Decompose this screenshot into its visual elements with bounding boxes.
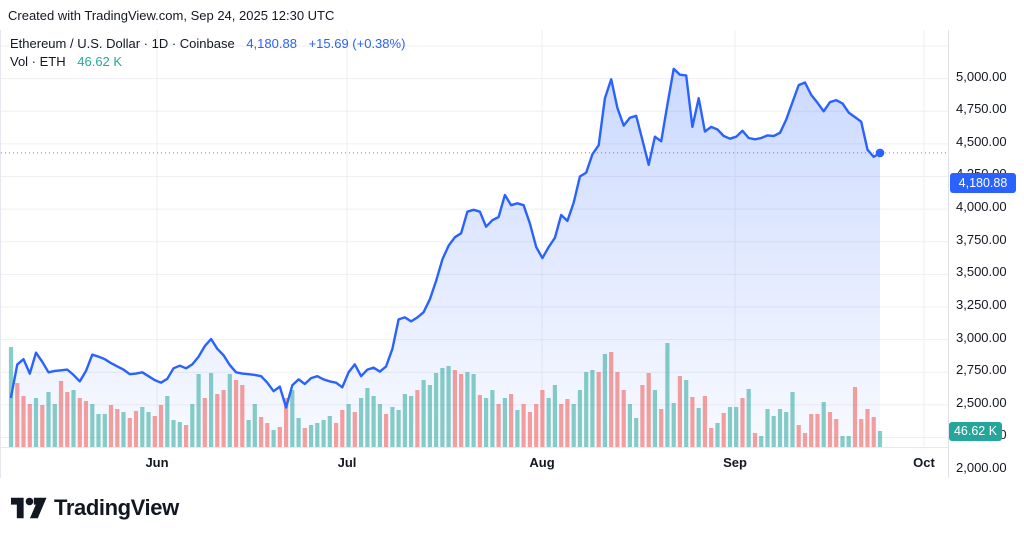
price-axis-label: 3,500.00 bbox=[956, 264, 1007, 280]
price-axis-label: 2,500.00 bbox=[956, 394, 1007, 410]
chart-legend: Ethereum / U.S. Dollar · 1D · Coinbase 4… bbox=[10, 35, 405, 71]
volume-label: Vol · ETH bbox=[10, 54, 66, 69]
footer-logo[interactable]: TradingView bbox=[10, 491, 179, 525]
price-axis-label: 3,750.00 bbox=[956, 231, 1007, 247]
time-axis[interactable]: Jun Jul Aug Sep Oct bbox=[1, 447, 949, 478]
price-axis[interactable]: 5,000.004,750.004,500.004,250.004,000.00… bbox=[948, 30, 1024, 478]
brand-wordmark: TradingView bbox=[54, 495, 179, 520]
volume-value: 46.62 K bbox=[77, 54, 123, 69]
last-price-badge: 4,180.88 bbox=[950, 172, 1016, 193]
area-fill bbox=[11, 68, 880, 448]
last-price-value: 4,180.88 bbox=[246, 36, 297, 51]
price-axis-label: 2,750.00 bbox=[956, 362, 1007, 378]
price-pane[interactable]: Ethereum / U.S. Dollar · 1D · Coinbase 4… bbox=[0, 30, 949, 478]
price-axis-label: 5,000.00 bbox=[956, 68, 1007, 84]
price-axis-label: 4,000.00 bbox=[956, 199, 1007, 214]
price-line bbox=[9, 67, 882, 409]
time-axis-label-jun: Jun bbox=[145, 455, 169, 470]
last-price-marker bbox=[875, 148, 885, 158]
price-axis-label: 4,500.00 bbox=[956, 133, 1007, 149]
tradingview-logo-icon bbox=[10, 497, 47, 518]
price-axis-label: 2,000.00 bbox=[956, 460, 1007, 475]
legend-symbol-row: Ethereum / U.S. Dollar · 1D · Coinbase 4… bbox=[10, 35, 405, 52]
price-chart-plot[interactable] bbox=[1, 30, 949, 478]
price-axis-label: 3,000.00 bbox=[956, 329, 1007, 345]
symbol-title: Ethereum / U.S. Dollar · 1D · Coinbase bbox=[10, 36, 235, 51]
attribution-text: Created with TradingView.com, Sep 24, 20… bbox=[8, 8, 335, 23]
legend-volume-row: Vol · ETH 46.62 K bbox=[10, 53, 405, 70]
price-axis-label: 3,250.00 bbox=[956, 296, 1007, 312]
chart-area: Ethereum / U.S. Dollar · 1D · Coinbase 4… bbox=[0, 30, 1024, 478]
time-axis-label-oct: Oct bbox=[913, 455, 935, 470]
time-axis-label-aug: Aug bbox=[529, 455, 555, 470]
price-change-value: +15.69 (+0.38%) bbox=[308, 36, 406, 51]
price-axis-label: 4,750.00 bbox=[956, 101, 1007, 117]
volume-badge: 46.62 K bbox=[949, 422, 1002, 441]
time-axis-label-jul: Jul bbox=[337, 455, 357, 470]
volume-bars bbox=[8, 343, 883, 447]
time-axis-label-sep: Sep bbox=[723, 455, 747, 470]
